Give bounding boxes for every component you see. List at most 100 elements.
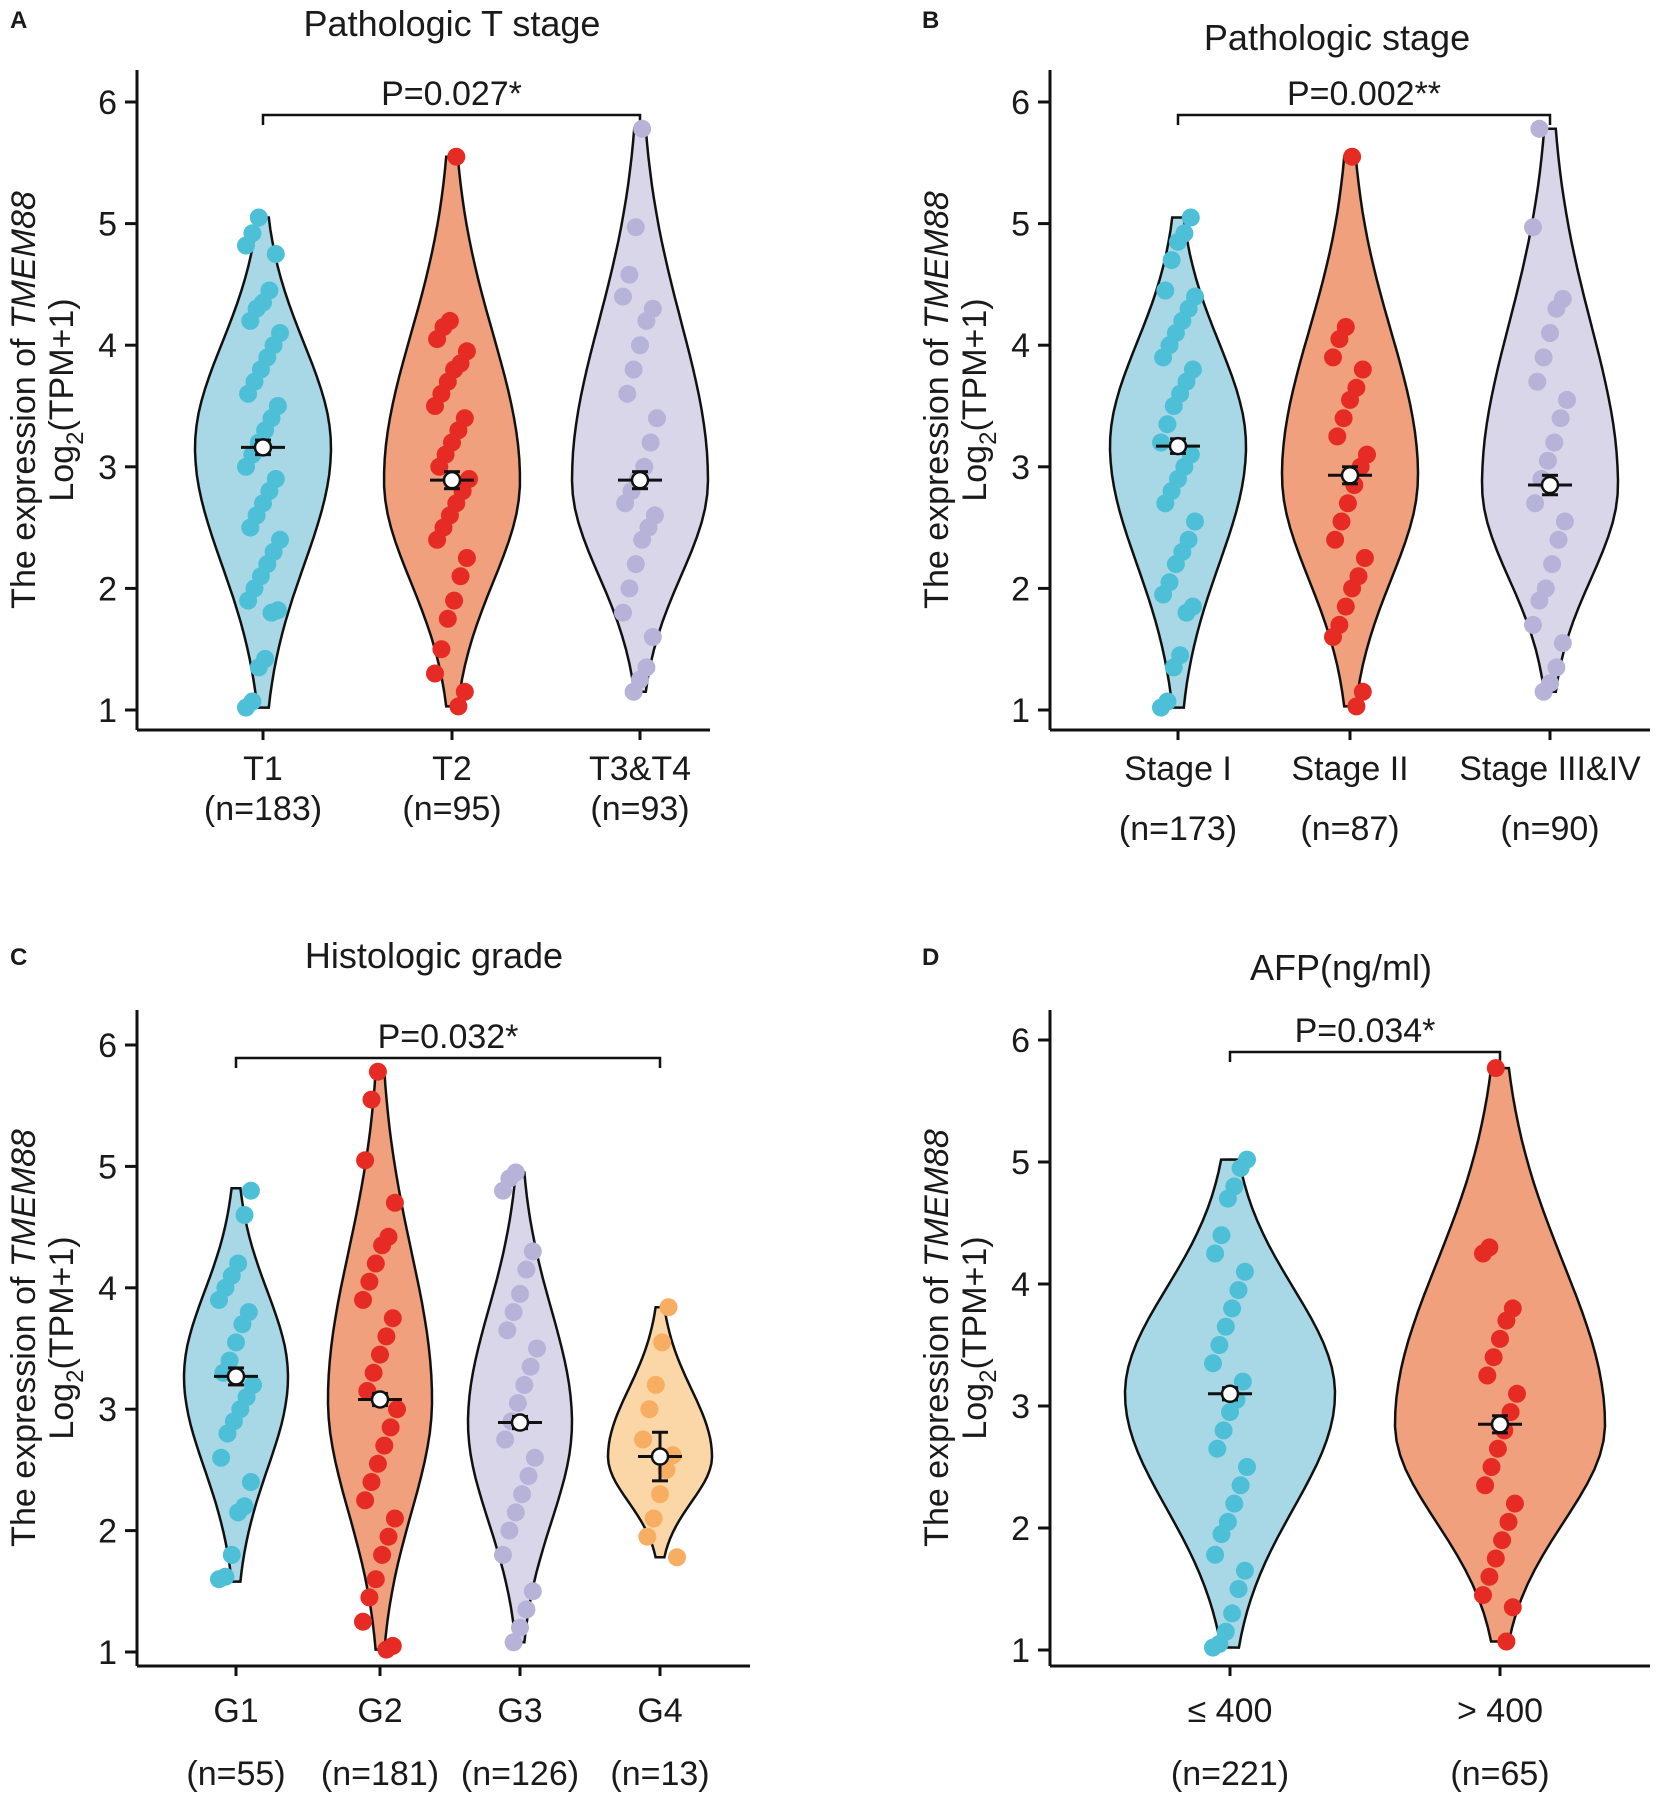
violin-body xyxy=(1480,127,1620,694)
data-point xyxy=(504,1633,523,1652)
data-point xyxy=(1210,1336,1229,1354)
data-point xyxy=(426,664,444,683)
data-point xyxy=(1235,1561,1254,1580)
y-label-log: Log xyxy=(43,445,81,502)
y-tick-label: 3 xyxy=(98,1391,117,1429)
data-point xyxy=(1238,1458,1256,1476)
violin-group: ≤ 400 (n=221) xyxy=(1123,1150,1337,1793)
data-point xyxy=(249,208,268,227)
significance-bracket xyxy=(261,113,642,125)
data-point xyxy=(1526,494,1545,513)
data-point xyxy=(1216,1317,1235,1336)
data-point xyxy=(1474,1586,1492,1605)
group-n-label: (n=95) xyxy=(402,790,501,828)
data-point xyxy=(1484,1348,1503,1367)
data-point xyxy=(356,1151,375,1170)
mean-marker xyxy=(1220,1384,1240,1404)
data-point xyxy=(1225,1177,1244,1196)
data-point xyxy=(377,1327,396,1346)
data-point xyxy=(646,1375,665,1394)
data-point xyxy=(638,1527,657,1546)
violin-group: Stage II (n=87) xyxy=(1280,147,1420,848)
data-point xyxy=(634,1430,652,1449)
data-point xyxy=(1212,1226,1231,1245)
data-point xyxy=(1528,372,1547,391)
data-point xyxy=(256,649,275,668)
data-point xyxy=(368,1454,387,1473)
x-tick-label: G1 xyxy=(213,1692,258,1730)
x-tick-label: G4 xyxy=(637,1692,682,1730)
data-point xyxy=(1328,427,1347,446)
data-point xyxy=(1223,1604,1242,1623)
y-label-gene: TMEM88 xyxy=(5,1129,43,1267)
data-point xyxy=(243,692,262,711)
data-point xyxy=(631,336,649,355)
data-point xyxy=(241,1473,260,1491)
data-point xyxy=(451,567,470,586)
p-value-label: P=0.002** xyxy=(1287,75,1441,113)
data-point xyxy=(1326,530,1345,549)
data-point xyxy=(624,360,643,379)
data-point xyxy=(1353,682,1372,701)
y-label-prefix: The expression of xyxy=(5,1267,43,1547)
data-point xyxy=(244,1375,262,1394)
y-axis-label-line2: Log2(TPM+1) xyxy=(43,1236,89,1439)
x-tick-label: T1 xyxy=(243,750,283,788)
data-point xyxy=(1503,1299,1522,1318)
data-point xyxy=(216,1567,235,1586)
data-point xyxy=(438,609,457,628)
data-point xyxy=(266,245,285,263)
y-label-sub: 2 xyxy=(975,1370,1002,1383)
y-label-suffix: (TPM+1) xyxy=(956,1236,994,1369)
data-point xyxy=(1186,287,1204,306)
data-point xyxy=(1538,451,1557,470)
data-point xyxy=(1347,378,1366,397)
y-tick-label: 1 xyxy=(98,1634,117,1672)
y-label-sub: 2 xyxy=(62,1370,89,1383)
data-point xyxy=(517,1600,536,1619)
y-label-prefix: The expression of xyxy=(5,329,43,609)
violin-group: G1 (n=55) xyxy=(182,1181,290,1793)
violin-body xyxy=(570,127,710,694)
data-point xyxy=(375,1436,394,1455)
data-point xyxy=(1530,119,1549,138)
data-point xyxy=(521,1357,540,1376)
y-tick-label: 6 xyxy=(98,1027,117,1065)
x-tick-label: ≤ 400 xyxy=(1188,1692,1273,1730)
data-point xyxy=(1181,208,1200,227)
p-value-label: P=0.032* xyxy=(378,1018,519,1056)
data-point xyxy=(360,1272,379,1291)
data-point xyxy=(1499,1512,1518,1531)
mean-marker xyxy=(1340,466,1360,485)
data-point xyxy=(457,549,476,567)
data-point xyxy=(1491,1329,1509,1348)
x-tick-label: T2 xyxy=(432,750,472,788)
data-point xyxy=(1171,646,1190,665)
data-point xyxy=(645,506,664,525)
y-label-suffix: (TPM+1) xyxy=(956,298,994,431)
data-point xyxy=(440,311,459,330)
data-point xyxy=(1503,1598,1522,1617)
mean-marker xyxy=(442,470,462,490)
data-point xyxy=(379,1527,398,1546)
data-point xyxy=(1493,1531,1512,1550)
y-tick-label: 3 xyxy=(1011,449,1030,487)
data-point xyxy=(519,1467,538,1485)
data-point xyxy=(500,1521,519,1540)
data-point xyxy=(385,1193,404,1212)
data-point xyxy=(1524,218,1542,237)
data-point xyxy=(1332,512,1351,531)
x-tick-label: T3&T4 xyxy=(589,750,691,788)
y-label-sub: 2 xyxy=(975,432,1002,445)
y-axis-label-line1: The expression of TMEM88 xyxy=(918,191,956,609)
data-point xyxy=(1349,567,1368,586)
group-n-label: (n=181) xyxy=(321,1755,439,1793)
violin-group: T1(n=183) xyxy=(193,208,333,828)
violin-body xyxy=(193,216,333,709)
y-tick-label: 1 xyxy=(1011,692,1030,730)
violin-group: G2 (n=181) xyxy=(321,1062,439,1793)
data-point xyxy=(1206,1244,1225,1263)
data-point xyxy=(1358,445,1376,464)
